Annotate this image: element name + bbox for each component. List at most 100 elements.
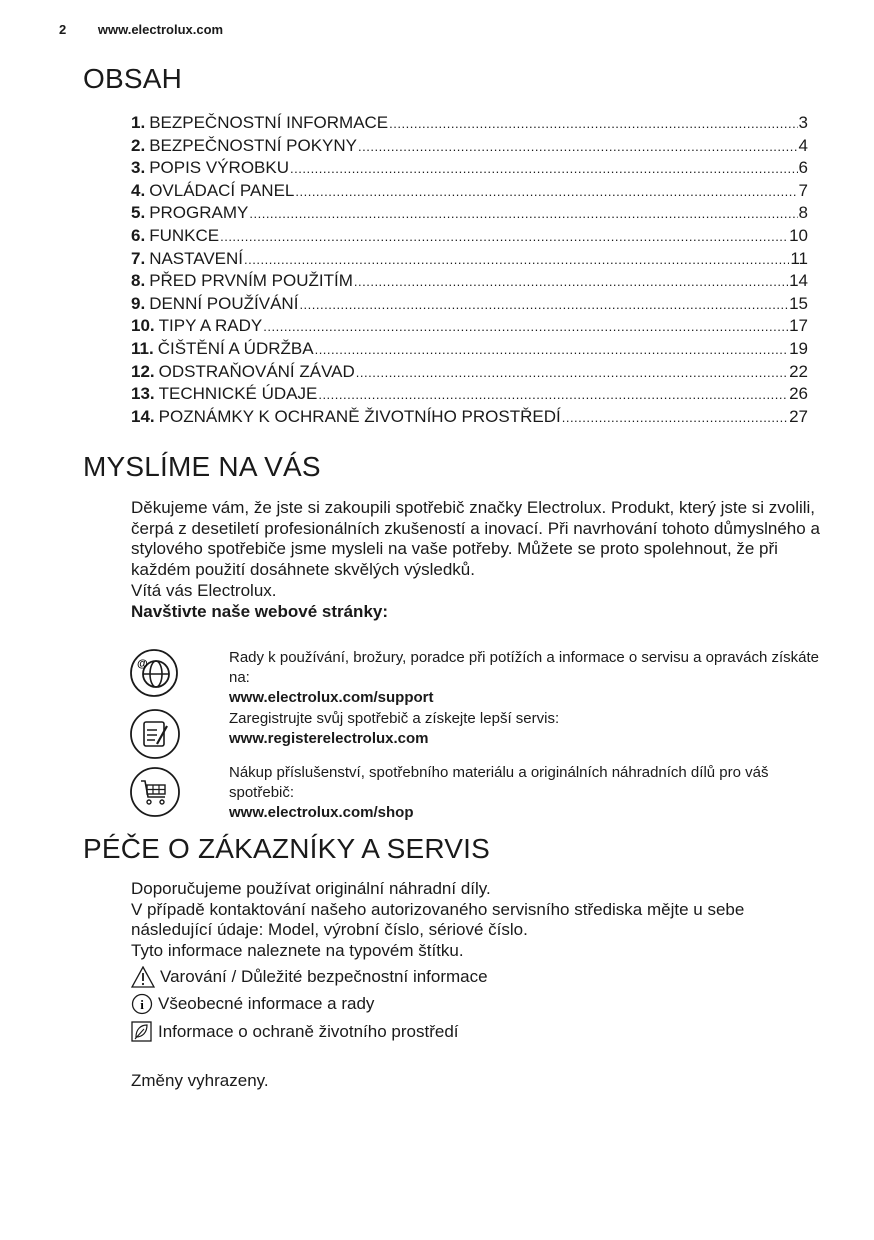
toc-page: 10 bbox=[789, 225, 808, 245]
toc-label: PROGRAMY bbox=[149, 203, 249, 223]
toc-item[interactable]: 5.PROGRAMY 8 bbox=[131, 202, 808, 225]
toc-leader bbox=[315, 338, 789, 362]
toc-page: 14 bbox=[789, 271, 808, 291]
toc-label: BEZPEČNOSTNÍ INFORMACE bbox=[149, 113, 389, 132]
svg-text:@: @ bbox=[137, 658, 148, 670]
register-url[interactable]: www.registerelectrolux.com bbox=[229, 729, 429, 747]
toc-leader bbox=[318, 383, 788, 407]
toc-number: 1. bbox=[131, 113, 146, 132]
toc-leader bbox=[244, 248, 789, 272]
toc-leader bbox=[290, 157, 798, 181]
toc-item[interactable]: 14. POZNÁMKY K OCHRANĚ ŽIVOTNÍHO PROSTŘED… bbox=[131, 406, 808, 429]
toc-item[interactable]: 7.NASTAVENÍ 11 bbox=[131, 248, 808, 271]
cart-icon bbox=[130, 767, 180, 817]
toc-label: NASTAVENÍ bbox=[149, 248, 244, 268]
toc-item[interactable]: 11.ČIŠTĚNÍ A ÚDRŽBA 19 bbox=[131, 338, 808, 361]
toc-item[interactable]: 4.OVLÁDACÍ PANEL 7 bbox=[131, 180, 808, 203]
toc-page: 7 bbox=[798, 180, 808, 200]
register-icon bbox=[130, 709, 180, 759]
link-text: Nákup příslušenství, spotřebního materiá… bbox=[229, 764, 769, 821]
toc-item[interactable]: 2.BEZPEČNOSTNÍ POKYNY 4 bbox=[131, 135, 808, 158]
toc-item[interactable]: 1.BEZPEČNOSTNÍ INFORMACE 3 bbox=[131, 112, 808, 135]
section-title-thinking: MYSLÍME NA VÁS bbox=[83, 451, 321, 482]
toc-number: 2. bbox=[131, 135, 146, 155]
toc-label: TIPY A RADY bbox=[158, 316, 263, 336]
section-title-care: PÉČE O ZÁKAZNÍKY A SERVIS bbox=[83, 833, 491, 864]
page-number: 2 bbox=[59, 22, 67, 37]
toc-label: FUNKCE bbox=[149, 225, 220, 245]
legend-warning: Varování / Důležité bezpečnostní informa… bbox=[131, 966, 488, 988]
toc-page: 15 bbox=[789, 293, 808, 313]
toc-title: OBSAH bbox=[83, 63, 183, 94]
toc-leader bbox=[220, 225, 788, 249]
toc-page: 11 bbox=[790, 248, 808, 268]
toc-leader bbox=[389, 112, 797, 136]
toc-page: 6 bbox=[798, 158, 808, 178]
toc-page: 22 bbox=[789, 361, 808, 381]
toc-label: POPIS VÝROBKU bbox=[149, 158, 290, 178]
toc-leader bbox=[354, 270, 788, 294]
toc-number: 13. bbox=[131, 384, 155, 404]
toc-item[interactable]: 9.DENNÍ POUŽÍVÁNÍ 15 bbox=[131, 293, 808, 316]
toc-leader bbox=[263, 315, 788, 339]
toc-number: 3. bbox=[131, 158, 146, 178]
info-icon: i bbox=[131, 993, 153, 1015]
svg-text:i: i bbox=[140, 997, 144, 1012]
support-url[interactable]: www.electrolux.com/support bbox=[229, 688, 434, 706]
toc-label: BEZPEČNOSTNÍ POKYNY bbox=[149, 135, 358, 155]
toc-number: 7. bbox=[131, 248, 146, 268]
toc-label: PŘED PRVNÍM POUŽITÍM bbox=[149, 271, 353, 291]
toc-item[interactable]: 13.TECHNICKÉ ÚDAJE 26 bbox=[131, 383, 808, 406]
legend-info: i Všeobecné informace a rady bbox=[131, 993, 374, 1015]
care-line: V případě kontaktování našeho autorizova… bbox=[131, 899, 745, 940]
toc-item[interactable]: 12.ODSTRAŇOVÁNÍ ZÁVAD 22 bbox=[131, 361, 808, 384]
toc-label: TECHNICKÉ ÚDAJE bbox=[158, 384, 318, 404]
toc-page: 17 bbox=[789, 316, 808, 336]
toc-number: 6. bbox=[131, 225, 146, 245]
leaf-icon bbox=[131, 1021, 152, 1042]
globe-icon: @ bbox=[130, 649, 178, 697]
footer-note: Změny vyhrazeny. bbox=[131, 1071, 269, 1090]
toc-page: 26 bbox=[789, 384, 808, 404]
toc-label: DENNÍ POUŽÍVÁNÍ bbox=[149, 293, 299, 313]
toc-number: 4. bbox=[131, 180, 146, 200]
intro-paragraph: Děkujeme vám, že jste si zakoupili spotř… bbox=[131, 498, 821, 622]
toc-leader bbox=[562, 406, 788, 430]
link-text: Rady k používání, brožury, poradce při p… bbox=[229, 649, 820, 706]
toc-label: POZNÁMKY K OCHRANĚ ŽIVOTNÍHO PROSTŘEDÍ bbox=[158, 406, 561, 426]
toc-leader bbox=[295, 180, 797, 204]
toc-number: 14. bbox=[131, 406, 155, 426]
toc-label: ODSTRAŇOVÁNÍ ZÁVAD bbox=[158, 361, 355, 381]
toc-label: OVLÁDACÍ PANEL bbox=[149, 180, 295, 200]
toc-number: 11. bbox=[131, 338, 154, 358]
toc-leader bbox=[358, 135, 798, 159]
toc-leader bbox=[356, 361, 788, 385]
toc-leader bbox=[299, 293, 788, 317]
legend-environment: Informace o ochraně životního prostředí bbox=[131, 1021, 459, 1043]
care-paragraph: Doporučujeme používat originální náhradn… bbox=[131, 879, 811, 962]
header-url[interactable]: www.electrolux.com bbox=[97, 22, 224, 37]
toc-item[interactable]: 3.POPIS VÝROBKU 6 bbox=[131, 157, 808, 180]
toc-label: ČIŠTĚNÍ A ÚDRŽBA bbox=[157, 338, 314, 358]
intro-text: Děkujeme vám, že jste si zakoupili spotř… bbox=[131, 498, 820, 580]
care-line: Tyto informace naleznete na typovém štít… bbox=[131, 941, 464, 961]
toc-number: 5. bbox=[131, 203, 146, 223]
toc-item[interactable]: 8.PŘED PRVNÍM POUŽITÍM 14 bbox=[131, 270, 808, 293]
toc-item[interactable]: 10.TIPY A RADY 17 bbox=[131, 315, 808, 338]
toc-page: 4 bbox=[798, 135, 808, 155]
toc-page: 27 bbox=[789, 406, 808, 426]
visit-label: Navštivte naše webové stránky: bbox=[131, 601, 389, 621]
page-header: 2 www.electrolux.com bbox=[59, 22, 223, 37]
shop-url[interactable]: www.electrolux.com/shop bbox=[229, 803, 414, 821]
toc-page: 3 bbox=[798, 113, 808, 132]
toc-page: 8 bbox=[798, 203, 808, 223]
toc-number: 8. bbox=[131, 271, 146, 291]
care-line: Doporučujeme používat originální náhradn… bbox=[131, 879, 491, 898]
table-of-contents: 1.BEZPEČNOSTNÍ INFORMACE 3 2.BEZPEČNOSTNÍ … bbox=[131, 112, 808, 428]
toc-page: 19 bbox=[789, 338, 808, 358]
toc-leader bbox=[249, 202, 797, 226]
warning-icon bbox=[131, 966, 155, 988]
toc-number: 10. bbox=[131, 316, 155, 336]
link-text: Zaregistrujte svůj spotřebič a získejte … bbox=[229, 710, 560, 747]
toc-item[interactable]: 6.FUNKCE 10 bbox=[131, 225, 808, 248]
